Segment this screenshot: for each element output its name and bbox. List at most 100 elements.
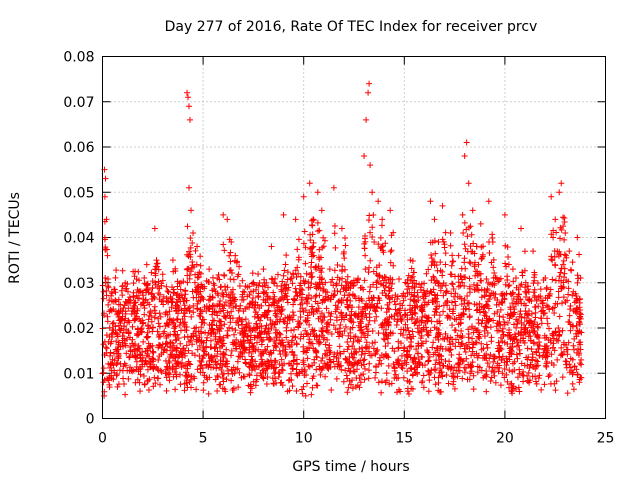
data-point — [155, 356, 162, 363]
data-point — [124, 336, 131, 343]
data-point — [565, 291, 572, 298]
data-point — [107, 306, 114, 313]
data-point — [303, 270, 310, 277]
data-point — [521, 248, 528, 255]
data-point — [126, 353, 133, 360]
data-point — [387, 259, 394, 266]
data-point — [458, 295, 465, 302]
data-point — [467, 363, 474, 370]
data-point — [522, 324, 529, 331]
data-point — [385, 362, 392, 369]
data-point — [501, 291, 508, 298]
data-point — [271, 293, 278, 300]
data-point — [355, 276, 362, 283]
data-point — [197, 262, 204, 269]
data-point — [142, 358, 149, 365]
data-point — [377, 281, 384, 288]
data-point — [358, 309, 365, 316]
data-point — [265, 284, 272, 291]
data-point — [172, 332, 179, 339]
data-point — [184, 279, 191, 286]
data-point — [402, 307, 409, 314]
data-point — [228, 377, 235, 384]
data-point — [224, 216, 231, 223]
data-point — [561, 348, 568, 355]
data-point — [379, 378, 386, 385]
data-point — [372, 339, 379, 346]
data-point — [444, 334, 451, 341]
data-point — [576, 360, 583, 367]
data-point — [134, 305, 141, 312]
data-point — [532, 304, 539, 311]
data-point — [102, 245, 109, 252]
data-point — [264, 374, 271, 381]
data-point — [576, 304, 583, 311]
data-point — [436, 312, 443, 319]
data-point — [180, 345, 187, 352]
data-point — [163, 283, 170, 290]
data-point — [501, 321, 508, 328]
data-point — [337, 321, 344, 328]
data-point — [211, 345, 218, 352]
data-point — [224, 309, 231, 316]
data-point — [308, 391, 315, 398]
data-point — [171, 323, 178, 330]
data-point — [450, 381, 457, 388]
data-point — [264, 343, 271, 350]
data-point — [507, 351, 514, 358]
data-point — [278, 283, 285, 290]
data-point — [426, 353, 433, 360]
data-point — [220, 374, 227, 381]
data-point — [351, 293, 358, 300]
data-point — [566, 312, 573, 319]
data-point — [406, 331, 413, 338]
data-point — [350, 354, 357, 361]
data-point — [543, 285, 550, 292]
data-point — [458, 327, 465, 334]
data-point — [436, 303, 443, 310]
data-point — [150, 293, 157, 300]
data-point — [148, 269, 155, 276]
data-point — [271, 307, 278, 314]
data-point — [466, 289, 473, 296]
data-point — [198, 337, 205, 344]
data-point — [118, 316, 125, 323]
data-point — [226, 252, 233, 259]
data-point — [310, 308, 317, 315]
data-point — [504, 378, 511, 385]
data-point — [314, 219, 321, 226]
data-point — [514, 339, 521, 346]
data-point — [418, 332, 425, 339]
data-point — [194, 284, 201, 291]
data-point — [221, 321, 228, 328]
data-point — [277, 351, 284, 358]
data-point — [141, 305, 148, 312]
data-point — [330, 292, 337, 299]
data-point — [514, 293, 521, 300]
data-point — [192, 328, 199, 335]
data-point — [130, 280, 137, 287]
data-point — [525, 377, 532, 384]
data-point — [105, 276, 112, 283]
data-point — [229, 325, 236, 332]
data-point — [310, 217, 317, 224]
data-point — [509, 360, 516, 367]
data-point — [260, 370, 267, 377]
data-point — [430, 273, 437, 280]
data-point — [472, 268, 479, 275]
data-point — [158, 368, 165, 375]
data-point — [152, 380, 159, 387]
data-point — [382, 343, 389, 350]
data-point — [313, 366, 320, 373]
data-point — [473, 307, 480, 314]
data-point — [306, 336, 313, 343]
data-point — [157, 381, 164, 388]
data-point — [398, 340, 405, 347]
data-point — [399, 315, 406, 322]
data-point — [448, 373, 455, 380]
data-point — [354, 359, 361, 366]
data-point — [418, 317, 425, 324]
data-point — [362, 252, 369, 259]
data-point — [274, 271, 281, 278]
data-point — [233, 303, 240, 310]
